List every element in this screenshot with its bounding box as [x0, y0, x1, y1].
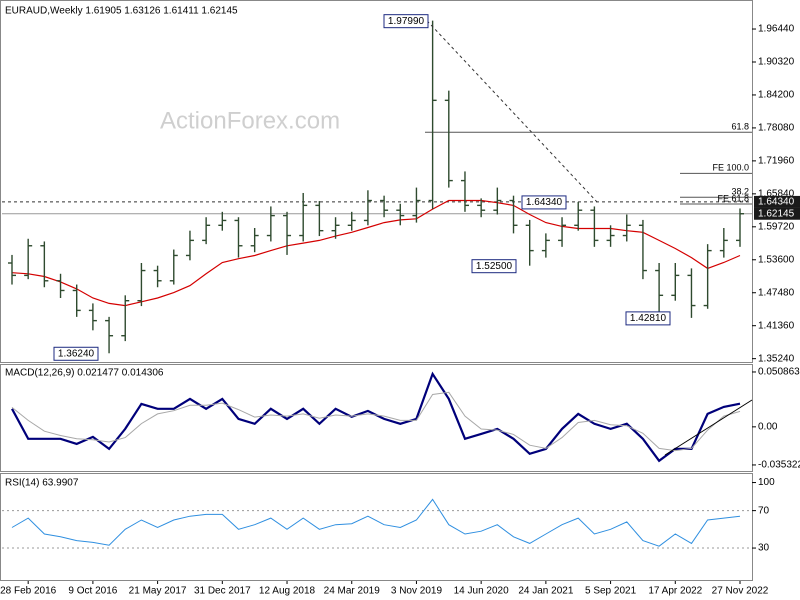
fib-label: 61.8 [731, 122, 749, 132]
x-tick-label: 14 Jun 2020 [454, 586, 509, 597]
line-series [11, 391, 741, 452]
macd-title: MACD(12,26,9) 0.021477 0.014306 [5, 368, 164, 379]
chart-title: EURAUD,Weekly 1.61905 1.63126 1.61411 1.… [5, 6, 238, 17]
fib-label: FE 100.0 [712, 163, 749, 173]
trend-line [664, 399, 753, 456]
annotation-box [471, 259, 517, 274]
y-tick-label: 1.90320 [758, 57, 795, 68]
y-tick-label: 100 [758, 477, 775, 488]
annotation-box [53, 346, 99, 361]
x-tick-label: 12 Aug 2018 [259, 586, 316, 597]
price-marker-box [754, 207, 800, 220]
macd-pane [0, 364, 753, 472]
y-tick-label: 0.00 [758, 421, 778, 432]
y-tick-label: 1.71960 [758, 156, 795, 167]
y-tick-label: 1.53600 [758, 254, 795, 265]
y-tick-label: 70 [758, 505, 770, 516]
fib-label: FE 61.8 [717, 193, 749, 203]
y-tick-label: 1.41360 [758, 320, 795, 331]
price-pane [0, 0, 753, 363]
y-tick-label: 1.47480 [758, 287, 795, 298]
x-tick-label: 28 Feb 2016 [0, 586, 57, 597]
y-tick-label: 1.65840 [758, 188, 795, 199]
x-tick-label: 17 Apr 2022 [648, 586, 702, 597]
x-tick-label: 27 Nov 2022 [712, 586, 769, 597]
price-marker-label: 1.64340 [758, 197, 795, 208]
annotation-label: 1.97990 [388, 16, 425, 27]
y-tick-label: 30 [758, 543, 770, 554]
x-tick-label: 21 May 2017 [129, 586, 187, 597]
annotation-box [521, 195, 567, 210]
annotation-label: 1.42810 [630, 313, 667, 324]
price-marker-box [754, 195, 800, 208]
x-tick-label: 9 Oct 2016 [68, 586, 117, 597]
price-marker-label: 1.62145 [758, 208, 795, 219]
annotation-label: 1.36240 [58, 348, 95, 359]
y-tick-label: 1.96440 [758, 24, 795, 35]
fib-label: 38.2 [731, 187, 749, 197]
y-tick-label: 1.35240 [758, 353, 795, 364]
annotation-box [383, 14, 429, 29]
rsi-title: RSI(14) 63.9907 [5, 478, 79, 489]
x-tick-label: 31 Dec 2017 [194, 586, 251, 597]
x-tick-label: 5 Sep 2021 [585, 586, 637, 597]
rsi-pane [0, 473, 753, 581]
x-tick-label: 24 Jan 2021 [518, 586, 573, 597]
annotation-label: 1.52500 [476, 261, 513, 272]
annotation-label: 1.64340 [526, 197, 563, 208]
watermark: ActionForex.com [160, 107, 340, 134]
y-tick-label: 1.84200 [758, 90, 795, 101]
y-tick-label: 1.59720 [758, 221, 795, 232]
x-tick-label: 24 Mar 2019 [324, 586, 381, 597]
x-tick-label: 3 Nov 2019 [391, 586, 443, 597]
line-series [11, 498, 741, 547]
y-tick-label: 0.050863 [758, 367, 800, 378]
annotation-box [625, 311, 671, 326]
y-tick-label: 1.78080 [758, 123, 795, 134]
y-tick-label: -0.035322 [758, 460, 800, 471]
moving-average [11, 199, 741, 307]
